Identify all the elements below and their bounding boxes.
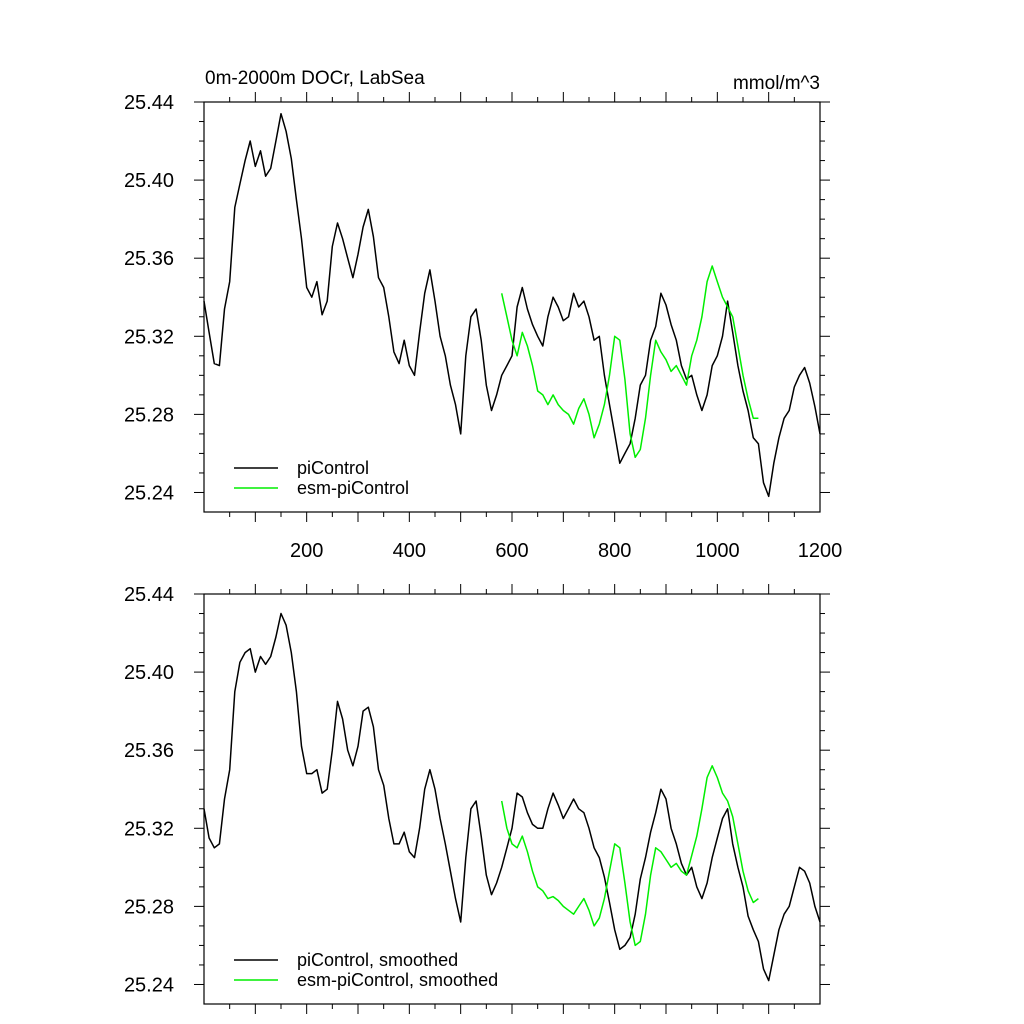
top-y-tick-label: 25.24: [124, 482, 174, 504]
top-x-tick-label: 200: [290, 540, 323, 562]
top-panel: 25.24 25.28 25.32 25.36 25.40 25.44 200 400 600 8…: [124, 92, 842, 562]
bottom-series-line-esm-picontrol: [500, 765, 759, 947]
top-y-tick-label: 25.28: [124, 404, 174, 426]
top-y-tick-label: 25.36: [124, 248, 174, 270]
bottom-series-line-picontrol: [203, 612, 821, 982]
top-series-line-esm-picontrol: [500, 265, 759, 459]
top-x-tick-label: 1000: [695, 540, 740, 562]
top-x-tick-label: 1200: [798, 540, 843, 562]
top-series-line-picontrol: [203, 112, 821, 498]
top-x-tick-label: 400: [393, 540, 426, 562]
top-x-tick-label: 800: [598, 540, 631, 562]
bottom-y-tick-label: 25.40: [124, 662, 174, 684]
top-y-tick-label: 25.32: [124, 326, 174, 348]
bottom-y-tick-label: 25.32: [124, 818, 174, 840]
top-y-tick-label: 25.40: [124, 170, 174, 192]
bottom-y-tick-label: 25.24: [124, 974, 174, 996]
top-y-tick-label: 25.44: [124, 92, 174, 114]
top-legend-label: piControl: [297, 458, 369, 478]
bottom-y-tick-label: 25.28: [124, 896, 174, 918]
bottom-plot-frame: [203, 593, 821, 1005]
bottom-y-tick-label: 25.36: [124, 740, 174, 762]
top-legend-label: esm-piControl: [297, 478, 409, 498]
bottom-panel: 25.24 25.28 25.32 25.36 25.40 25.44 piControl,…: [124, 584, 830, 1014]
units-label: mmol/m^3: [733, 73, 820, 94]
bottom-legend-label: piControl, smoothed: [297, 950, 458, 970]
bottom-legend-label: esm-piControl, smoothed: [297, 970, 498, 990]
top-x-tick-label: 600: [495, 540, 528, 562]
bottom-y-tick-label: 25.44: [124, 584, 174, 606]
chart-title: 0m-2000m DOCr, LabSea: [205, 68, 425, 89]
